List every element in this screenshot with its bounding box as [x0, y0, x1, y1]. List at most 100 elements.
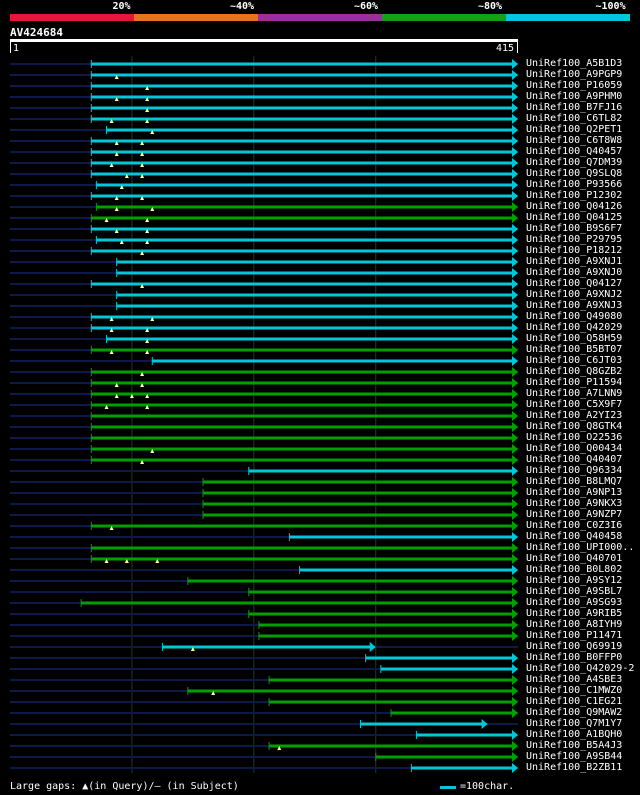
hit-name-link[interactable]: UniRef100_A2YI23 [526, 410, 623, 421]
ruler-start-label: 1 [13, 43, 20, 54]
hit-name-link[interactable]: UniRef100_C5X9F7 [526, 399, 623, 410]
ruler-end-tick [517, 42, 518, 53]
hit-name-link[interactable]: UniRef100_Q04127 [526, 278, 623, 289]
hit-name-link[interactable]: UniRef100_Q69919 [526, 641, 623, 652]
hit-end-arrow [512, 235, 518, 245]
query-ruler [10, 39, 518, 42]
hit-end-arrow [512, 81, 518, 91]
hit-name-link[interactable]: UniRef100_A9PHM0 [526, 91, 623, 102]
query-gap-marker [109, 163, 114, 167]
hit-name-link[interactable]: UniRef100_P16059 [526, 80, 623, 91]
hit-name-link[interactable]: UniRef100_Q40407 [526, 454, 623, 465]
query-gap-marker [140, 196, 145, 200]
hit-name-link[interactable]: UniRef100_P11594 [526, 377, 623, 388]
hit-name-link[interactable]: UniRef100_B5BT07 [526, 344, 623, 355]
query-gap-marker [145, 240, 150, 244]
hit-name-link[interactable]: UniRef100_A9SB44 [526, 751, 623, 762]
hit-name-link[interactable]: UniRef100_A9PGP9 [526, 69, 623, 80]
query-gap-marker [129, 394, 134, 398]
hit-name-link[interactable]: UniRef100_A7LNN9 [526, 388, 623, 399]
hit-name-link[interactable]: UniRef100_Q96334 [526, 465, 623, 476]
hit-name-link[interactable]: UniRef100_Q2PET1 [526, 124, 623, 135]
hit-name-link[interactable]: UniRef100_Q00434 [526, 443, 623, 454]
hit-end-arrow [512, 334, 518, 344]
identity-scale-segment [134, 14, 258, 21]
scale-label: =100char. [460, 781, 515, 792]
hit-name-link[interactable]: UniRef100_C1MWZ0 [526, 685, 623, 696]
hit-end-arrow [481, 719, 488, 729]
query-gap-marker [104, 218, 109, 222]
hit-end-arrow [512, 411, 518, 421]
hit-name-link[interactable]: UniRef100_B9S6F7 [526, 223, 623, 234]
hit-name-link[interactable]: UniRef100_B0L802 [526, 564, 623, 575]
hit-name-link[interactable]: UniRef100_Q49080 [526, 311, 623, 322]
hit-name-link[interactable]: UniRef100_A9NZP7 [526, 509, 623, 520]
query-gap-marker [104, 405, 109, 409]
hit-name-link[interactable]: UniRef100_Q40701 [526, 553, 623, 564]
hit-name-link[interactable]: UniRef100_Q40457 [526, 146, 623, 157]
query-gap-marker [150, 317, 155, 321]
hit-name-link[interactable]: UniRef100_C6T8W8 [526, 135, 623, 146]
query-gap-marker [145, 119, 150, 123]
hit-name-link[interactable]: UniRef100_B5A4J3 [526, 740, 623, 751]
hit-name-link[interactable]: UniRef100_P11471 [526, 630, 623, 641]
hit-name-link[interactable]: UniRef100_C6JT03 [526, 355, 623, 366]
hit-name-link[interactable]: UniRef100_B7FJ16 [526, 102, 623, 113]
hit-end-arrow [512, 345, 518, 355]
hit-name-link[interactable]: UniRef100_Q9SLQ8 [526, 168, 623, 179]
hit-name-link[interactable]: UniRef100_A9SG93 [526, 597, 623, 608]
hit-name-link[interactable]: UniRef100_Q7DM39 [526, 157, 623, 168]
query-gap-marker [145, 328, 150, 332]
hit-end-arrow [512, 598, 518, 608]
hit-name-link[interactable]: UniRef100_P93566 [526, 179, 623, 190]
hit-name-link[interactable]: UniRef100_A8IYH9 [526, 619, 623, 630]
query-gap-marker [109, 317, 114, 321]
hit-name-link[interactable]: UniRef100_Q42029 [526, 322, 623, 333]
query-gap-marker [124, 174, 129, 178]
hit-name-link[interactable]: UniRef100_Q8GTK4 [526, 421, 623, 432]
hit-name-link[interactable]: UniRef100_A9SY12 [526, 575, 623, 586]
hit-name-link[interactable]: UniRef100_C1EG21 [526, 696, 623, 707]
hit-name-link[interactable]: UniRef100_Q7M1Y7 [526, 718, 623, 729]
hit-name-link[interactable]: UniRef100_P29795 [526, 234, 623, 245]
hit-name-link[interactable]: UniRef100_A9RIB5 [526, 608, 623, 619]
hit-name-link[interactable]: UniRef100_A1BQH0 [526, 729, 623, 740]
query-gap-marker [145, 97, 150, 101]
hit-name-link[interactable]: UniRef100_A9XNJ1 [526, 256, 623, 267]
hit-name-link[interactable]: UniRef100_Q58H59 [526, 333, 623, 344]
hit-name-link[interactable]: UniRef100_A9XNJ2 [526, 289, 623, 300]
hit-name-link[interactable]: UniRef100_P12302 [526, 190, 623, 201]
query-gap-marker [119, 240, 124, 244]
hit-name-link[interactable]: UniRef100_B8LMQ7 [526, 476, 623, 487]
hit-end-arrow [512, 708, 518, 718]
hit-name-link[interactable]: UniRef100_A9SBL7 [526, 586, 623, 597]
hit-name-link[interactable]: UniRef100_Q04125 [526, 212, 623, 223]
query-gap-marker [150, 130, 155, 134]
hit-name-link[interactable]: UniRef100_A9XNJ3 [526, 300, 623, 311]
hit-name-link[interactable]: UniRef100_A9XNJ0 [526, 267, 623, 278]
hit-name-link[interactable]: UniRef100_C6TL82 [526, 113, 623, 124]
hit-end-arrow [512, 158, 518, 168]
hit-name-link[interactable]: UniRef100_Q40458 [526, 531, 623, 542]
hit-name-link[interactable]: UniRef100_O22536 [526, 432, 623, 443]
hit-name-link[interactable]: UniRef100_A5B1D3 [526, 58, 623, 69]
hit-name-link[interactable]: UniRef100_C0Z3I6 [526, 520, 623, 531]
hit-name-link[interactable]: UniRef100_A9NKX3 [526, 498, 623, 509]
hit-name-link[interactable]: UniRef100_A9NP13 [526, 487, 623, 498]
query-gap-marker [150, 207, 155, 211]
identity-scale-label: ~60% [354, 1, 379, 12]
query-gap-marker [109, 328, 114, 332]
query-gap-marker [145, 339, 150, 343]
hit-name-link[interactable]: UniRef100_A4SBE3 [526, 674, 623, 685]
hit-name-link[interactable]: UniRef100_B2ZB11 [526, 762, 623, 773]
hit-name-link[interactable]: UniRef100_B0FFP0 [526, 652, 623, 663]
hit-name-link[interactable]: UniRef100_Q42029-2 [526, 663, 635, 674]
query-gap-marker [190, 647, 195, 651]
hit-name-link[interactable]: UniRef100_Q8GZB2 [526, 366, 623, 377]
query-gap-marker [109, 119, 114, 123]
hit-name-link[interactable]: UniRef100_Q9MAW2 [526, 707, 623, 718]
hit-name-link[interactable]: UniRef100_UPI000.. [526, 542, 635, 553]
hit-name-link[interactable]: UniRef100_Q04126 [526, 201, 623, 212]
hit-name-link[interactable]: UniRef100_P18212 [526, 245, 623, 256]
